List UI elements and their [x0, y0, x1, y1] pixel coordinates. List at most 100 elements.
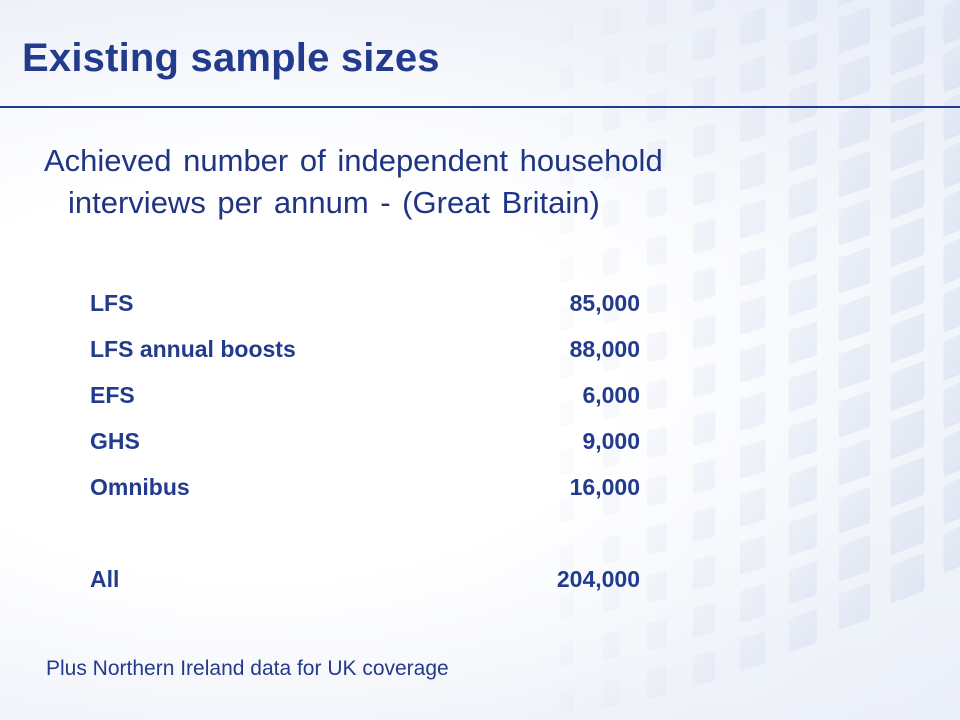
- row-label: GHS: [90, 428, 140, 454]
- background-tile: [739, 344, 766, 383]
- background-tile: [692, 123, 716, 159]
- background-tile: [943, 230, 960, 285]
- background-tile: [943, 38, 960, 93]
- row-label: LFS annual boosts: [90, 336, 296, 362]
- background-tile: [560, 688, 574, 715]
- sample-size-table: LFS 85,000 LFS annual boosts 88,000 EFS …: [90, 286, 640, 516]
- background-tile: [739, 8, 766, 47]
- background-tile: [602, 391, 620, 420]
- background-tile: [890, 313, 925, 364]
- background-tile: [943, 470, 960, 525]
- background-tile: [560, 208, 574, 235]
- background-tile: [943, 0, 960, 45]
- background-tile: [838, 343, 871, 390]
- background-tile: [602, 7, 620, 36]
- background-tile: [692, 603, 716, 639]
- background-tile: [890, 73, 925, 124]
- background-tile: [560, 64, 574, 91]
- intro-line-1: Achieved number of independent household: [44, 143, 663, 178]
- background-tile: [646, 282, 667, 315]
- background-tile: [692, 219, 716, 255]
- background-tile: [602, 103, 620, 132]
- background-tile: [692, 507, 716, 543]
- background-tile: [692, 363, 716, 399]
- background-tile: [739, 392, 766, 431]
- footnote: Plus Northern Ireland data for UK covera…: [46, 657, 449, 680]
- background-tile: [602, 583, 620, 612]
- intro-line-2: interviews per annum - (Great Britain): [68, 185, 600, 220]
- background-tile: [739, 440, 766, 479]
- background-tile: [560, 544, 574, 571]
- background-tile: [739, 104, 766, 143]
- total-row: All 204,000: [90, 566, 640, 606]
- background-tile: [602, 679, 620, 708]
- background-tile: [890, 25, 925, 76]
- background-tile: [560, 112, 574, 139]
- background-tile: [943, 518, 960, 573]
- table-row: GHS 9,000: [90, 424, 640, 470]
- background-tile: [788, 609, 817, 652]
- tile-pattern: [560, 0, 960, 715]
- background-tile: [838, 151, 871, 198]
- background-tile: [788, 561, 817, 604]
- background-tile: [788, 321, 817, 364]
- background-tile: [692, 411, 716, 447]
- background-tile: [646, 570, 667, 603]
- background-tile: [602, 151, 620, 180]
- background-tile: [646, 138, 667, 171]
- background-tile: [838, 199, 871, 246]
- background-tile: [560, 592, 574, 619]
- background-tile: [739, 200, 766, 239]
- background-tile: [602, 631, 620, 660]
- background-tile: [646, 330, 667, 363]
- background-tile: [646, 618, 667, 651]
- background-tile: [890, 553, 925, 604]
- total-value: 204,000: [556, 566, 640, 592]
- background-tile: [788, 33, 817, 76]
- background-tile: [560, 16, 574, 43]
- background-tile: [646, 234, 667, 267]
- row-value: 88,000: [569, 336, 640, 362]
- background-tile: [646, 522, 667, 555]
- background-tile: [646, 474, 667, 507]
- background-tile: [788, 513, 817, 556]
- background-tile: [838, 439, 871, 486]
- row-value: 85,000: [569, 290, 640, 316]
- background-tile: [560, 160, 574, 187]
- background-tile: [739, 584, 766, 623]
- background-tile: [692, 315, 716, 351]
- background-tile: [943, 86, 960, 141]
- background-tile: [788, 0, 817, 28]
- background-tile: [838, 55, 871, 102]
- background-tile: [692, 459, 716, 495]
- background-tile: [739, 296, 766, 335]
- background-tile: [890, 217, 925, 268]
- background-tile: [692, 555, 716, 591]
- table-row: LFS annual boosts 88,000: [90, 332, 640, 378]
- background-tile: [943, 422, 960, 477]
- background-tile: [602, 199, 620, 228]
- row-label: EFS: [90, 382, 135, 408]
- table-row: Omnibus 16,000: [90, 470, 640, 516]
- background-tile: [838, 391, 871, 438]
- background-tile: [560, 496, 574, 523]
- background-tile: [788, 465, 817, 508]
- background-tile: [646, 0, 667, 27]
- background-tile: [560, 400, 574, 427]
- background-tile: [739, 632, 766, 671]
- page-title: Existing sample sizes: [22, 36, 440, 80]
- background-tile: [838, 295, 871, 342]
- background-tile: [602, 247, 620, 276]
- background-tile: [890, 409, 925, 460]
- background-tile: [890, 121, 925, 172]
- background-tile: [788, 129, 817, 172]
- background-tile: [692, 27, 716, 63]
- background-tile: [646, 186, 667, 219]
- background-tile: [560, 256, 574, 283]
- table-row: LFS 85,000: [90, 286, 640, 332]
- background-tile: [560, 640, 574, 667]
- intro-text: Achieved number of independent household…: [44, 140, 864, 224]
- background-tile: [692, 267, 716, 303]
